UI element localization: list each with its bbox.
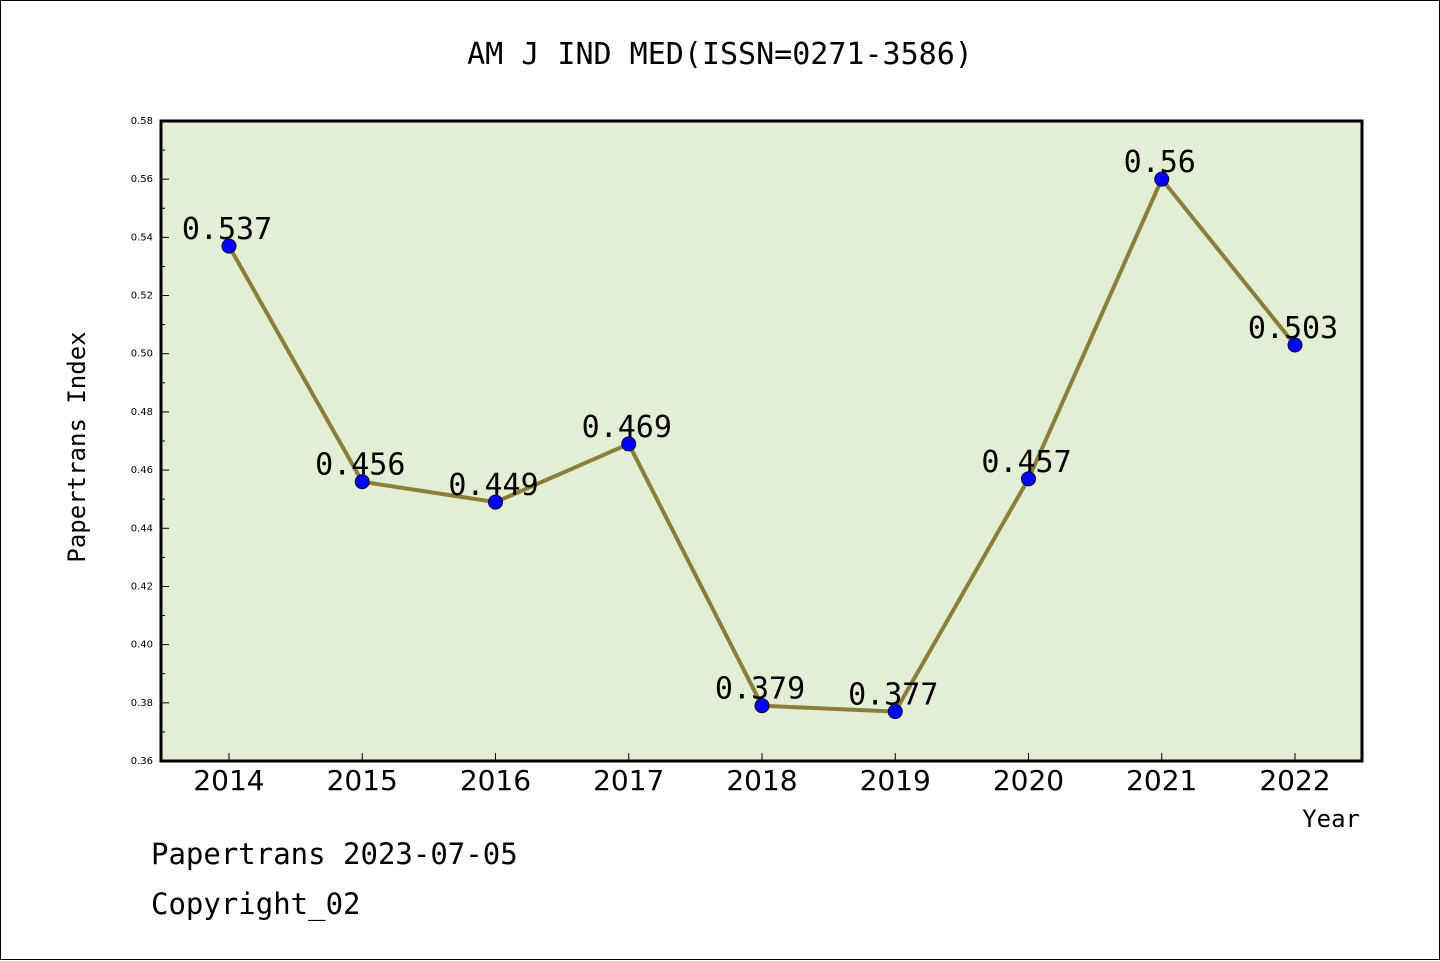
x-tick-label: 2017 bbox=[593, 764, 664, 797]
y-tick-label: 0.46 bbox=[131, 465, 153, 476]
data-point bbox=[1021, 471, 1036, 487]
y-tick-label: 0.52 bbox=[131, 291, 153, 302]
data-label: 0.457 bbox=[981, 445, 1071, 480]
y-tick-label: 0.40 bbox=[131, 640, 153, 651]
y-tick-label: 0.38 bbox=[131, 698, 153, 709]
y-axis-title: Papertrans Index bbox=[63, 331, 91, 562]
data-label: 0.469 bbox=[582, 410, 672, 445]
x-axis-title: Year bbox=[1302, 805, 1360, 833]
x-tick-label: 2021 bbox=[1126, 764, 1197, 797]
data-label: 0.377 bbox=[848, 678, 938, 713]
marker-group bbox=[221, 171, 1303, 720]
data-point bbox=[354, 474, 370, 490]
data-label: 0.503 bbox=[1248, 311, 1338, 346]
y-tick-label: 0.42 bbox=[131, 581, 153, 592]
footer-date: Papertrans 2023-07-05 bbox=[151, 837, 518, 871]
y-tick-label: 0.56 bbox=[131, 174, 153, 185]
x-tick-label: 2015 bbox=[327, 764, 398, 797]
data-label: 0.456 bbox=[315, 448, 405, 483]
x-tick-label: 2018 bbox=[726, 764, 797, 797]
data-point bbox=[221, 238, 237, 254]
data-point bbox=[488, 494, 503, 510]
y-tick-label: 0.50 bbox=[131, 349, 153, 360]
x-tick-label: 2020 bbox=[993, 764, 1064, 797]
y-tick-label: 0.44 bbox=[131, 523, 153, 534]
y-tick-label: 0.48 bbox=[131, 407, 153, 418]
data-point bbox=[1154, 171, 1170, 187]
y-tick-label: 0.58 bbox=[131, 116, 153, 127]
data-label: 0.537 bbox=[182, 212, 272, 247]
plot-area bbox=[159, 119, 1364, 763]
data-label: 0.56 bbox=[1124, 145, 1196, 180]
data-label: 0.449 bbox=[448, 468, 538, 503]
data-point bbox=[754, 698, 770, 714]
chart-title: AM J IND MED(ISSN=0271-3586) bbox=[467, 37, 973, 72]
x-axis: 2014 2015 2016 2017 2018 2019 2020 2021 2022 bbox=[193, 753, 1331, 797]
footer-copyright: Copyright_02 bbox=[151, 887, 361, 921]
x-tick-label: 2022 bbox=[1259, 764, 1330, 797]
x-tick-label: 2019 bbox=[860, 764, 931, 797]
y-axis: 0.36 0.38 0.40 0.42 0.44 0.46 0.48 0.50 0.52 0.54… bbox=[131, 116, 169, 767]
x-tick-label: 2016 bbox=[460, 764, 531, 797]
y-tick-label: 0.36 bbox=[131, 756, 153, 767]
data-point bbox=[887, 704, 903, 720]
data-point bbox=[621, 436, 637, 452]
data-label: 0.379 bbox=[715, 672, 805, 707]
y-tick-label: 0.54 bbox=[131, 232, 153, 243]
x-tick-label: 2014 bbox=[193, 764, 264, 797]
data-point bbox=[1287, 337, 1303, 353]
data-label-group: 0.537 0.456 0.449 0.469 0.379 0.377 0.457 0.56 0… bbox=[182, 145, 1338, 712]
